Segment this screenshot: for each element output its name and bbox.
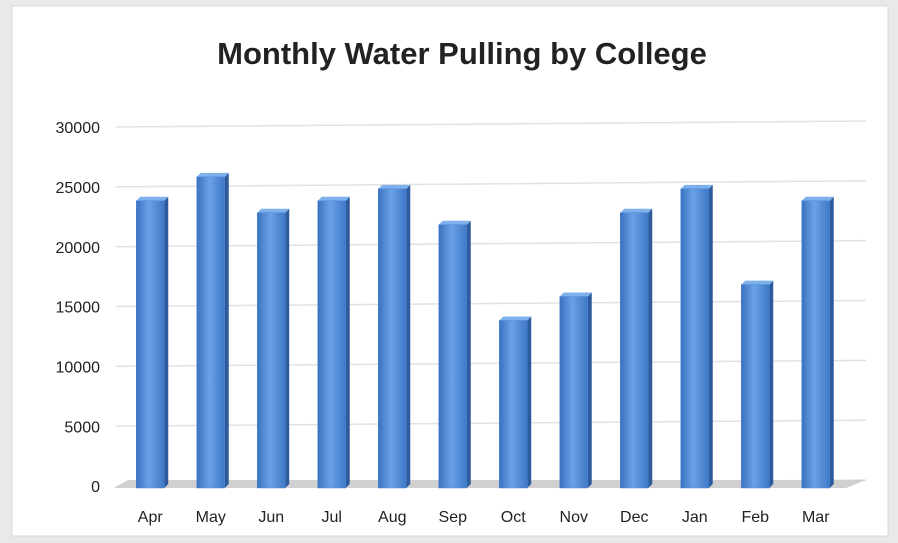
grid-line xyxy=(115,120,867,128)
x-tick-label: Jul xyxy=(322,509,342,526)
bar xyxy=(196,176,225,489)
x-tick-label: Mar xyxy=(802,509,830,526)
bar-side xyxy=(224,172,229,488)
bar-top xyxy=(317,196,350,201)
bar-top xyxy=(378,184,411,189)
bar-side xyxy=(587,292,592,488)
grid-line xyxy=(115,180,867,188)
chart-title: Monthly Water Pulling by College xyxy=(217,36,707,71)
y-tick-label: 20000 xyxy=(56,240,101,257)
bar-side xyxy=(406,184,411,489)
bar-top xyxy=(620,208,653,213)
bar-top xyxy=(438,220,471,225)
bar-side xyxy=(769,280,774,488)
x-tick-label: Nov xyxy=(560,509,588,526)
bar xyxy=(801,200,830,489)
x-tick-label: Aug xyxy=(378,509,406,526)
y-tick-label: 0 xyxy=(91,479,100,496)
y-tick-label: 5000 xyxy=(64,419,100,436)
bar-side xyxy=(466,220,471,488)
bar-top xyxy=(257,208,290,213)
x-tick-label: May xyxy=(196,509,226,526)
bar-side xyxy=(648,208,653,488)
bar-side xyxy=(527,316,532,488)
bar-top xyxy=(196,172,229,177)
bar xyxy=(378,188,407,489)
bar xyxy=(741,284,770,489)
y-tick-label: 25000 xyxy=(56,180,101,197)
x-tick-label: Oct xyxy=(501,509,526,526)
bar-side xyxy=(829,196,834,489)
bar-side xyxy=(345,196,350,489)
bar xyxy=(499,320,528,489)
bar xyxy=(680,188,709,489)
floor xyxy=(114,480,866,488)
x-tick-label: Sep xyxy=(439,509,468,526)
y-tick-label: 30000 xyxy=(56,120,101,137)
y-tick-label: 15000 xyxy=(56,300,101,317)
bar-side xyxy=(708,184,713,489)
bar xyxy=(136,200,165,489)
bar xyxy=(559,296,588,489)
bar-top xyxy=(136,196,169,201)
bar-top xyxy=(499,316,532,321)
x-tick-label: Jan xyxy=(682,509,708,526)
bar-top xyxy=(559,292,592,297)
bar-side xyxy=(164,196,169,489)
x-tick-label: Dec xyxy=(620,509,648,526)
bar xyxy=(257,212,286,489)
y-tick-label: 10000 xyxy=(56,360,101,377)
x-tick-label: Feb xyxy=(741,509,769,526)
bar-top xyxy=(801,196,834,201)
x-tick-label: Apr xyxy=(138,509,164,526)
bar-top xyxy=(680,184,713,189)
bar xyxy=(317,200,346,489)
grid-line xyxy=(115,239,867,248)
bar xyxy=(438,224,467,489)
bar xyxy=(620,212,649,489)
bar-top xyxy=(741,280,774,285)
bar-side xyxy=(285,208,290,488)
x-tick-label: Jun xyxy=(258,509,284,526)
